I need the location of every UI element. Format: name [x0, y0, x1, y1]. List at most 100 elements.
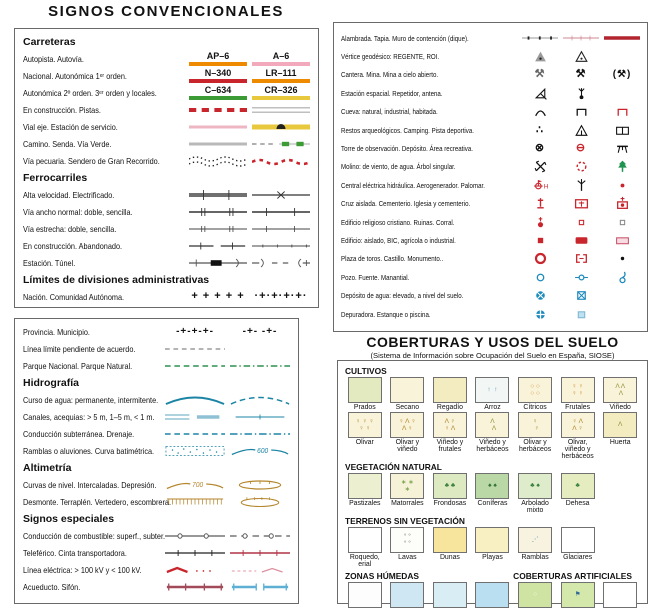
legend-row-symbols: -+-+-+- -+- -+-	[165, 326, 290, 337]
landcover-swatch: ♣	[560, 473, 595, 499]
legend-row-label: Canales, acequias: > 5 m, 1–5 m, < 1 m.	[23, 411, 155, 422]
legend-row-symbols	[165, 411, 290, 423]
motorway-a6: A–6	[252, 51, 310, 66]
landcover-swatch	[347, 527, 382, 553]
legend-row-symbols: H	[522, 178, 640, 193]
section-heading: Hidrografía	[23, 377, 80, 389]
retaining-wall-line	[604, 32, 640, 44]
landcover-row: Prados Secano Regadío ↑ ↑ Arroz ○ ○ ○ ○ Cítric…	[345, 377, 640, 411]
legend-row: Central eléctrica hidráulica. Aerogenera…	[341, 176, 640, 194]
page-title: SIGNOS CONVENCIONALES	[48, 3, 284, 20]
landcover-label: Secano	[395, 404, 420, 411]
service-station-line	[252, 121, 310, 133]
landcover-item: Zonas pantanosas	[345, 582, 385, 608]
legend-row-label: Curvas de nivel. Intercaladas. Depresión…	[23, 479, 157, 490]
drainage-line	[230, 428, 290, 440]
landcover-label: Dehesa	[565, 500, 590, 507]
legend-row: Ramblas o aluviones. Curva batimétrica. 6…	[23, 442, 290, 459]
landcover-item: ♀ ♀ ♀ ♀ Frutales	[558, 377, 598, 411]
legend-row-label: Vial eje. Estación de servicio.	[23, 121, 118, 132]
legend-row-symbols	[189, 240, 310, 252]
legend-row-label: Camino. Senda. Vía Verde.	[23, 138, 112, 149]
swatch-mark-icon: ↑ ↑	[487, 386, 498, 394]
mine-icon: ⚒	[575, 68, 587, 81]
standard-gauge-single-line	[252, 206, 310, 218]
industrial-building-icon	[604, 233, 640, 248]
corral-icon	[604, 215, 640, 230]
legend-row-label: En construcción. Pistas.	[23, 104, 101, 115]
landcover-swatch	[390, 582, 425, 608]
axis-road-line	[189, 121, 247, 133]
empty-cell	[230, 343, 290, 355]
legend-row-label: Vía pecuaria. Sendero de Gran Recorrido.	[23, 155, 160, 166]
regional-c634: C–634	[189, 85, 247, 100]
landcover-swatch	[347, 582, 382, 608]
power-line-high-symbol	[165, 564, 225, 576]
section-heading: Límites de divisiones administrativas	[23, 274, 210, 286]
legend-row: Edificio: aislado, BIC, agrícola o indus…	[341, 231, 640, 249]
swatch-mark-icon: ○	[533, 591, 538, 599]
landcover-swatch: ° ° ° °	[390, 527, 425, 553]
landcover-title: COBERTURAS Y USOS DEL SUELO	[366, 334, 619, 350]
region-boundary-symbol: ·+·+·+·+·	[254, 290, 308, 302]
landcover-label: Playas	[482, 554, 503, 561]
tank-icon: ⊖	[575, 142, 587, 155]
legend-row-symbols	[189, 138, 310, 150]
legend-row-label: Línea eléctrica: > 100 kV y < 100 kV.	[23, 564, 142, 575]
legend-row-symbols	[522, 159, 640, 174]
legend-row-symbols: ∴	[522, 123, 640, 138]
svg-text:700: 700	[192, 481, 203, 488]
landcover-item: Láminas de agua	[473, 582, 513, 608]
rail-abandoned-line	[252, 240, 310, 252]
landcover-label: Cítricos	[523, 404, 547, 411]
legend-row-label: Cantera. Mina. Mina a cielo abierto.	[341, 70, 439, 80]
legend-row: Teleférico. Cinta transportadora.	[23, 544, 290, 561]
empty-cell	[600, 473, 640, 514]
road-construction-line	[189, 104, 247, 116]
legend-row-label: Nación. Comunidad Autónoma.	[23, 291, 125, 302]
section-heading: COBERTURAS ARTIFICIALES	[513, 571, 632, 581]
swatch-mark-icon: ♀ ♀	[532, 417, 540, 433]
legend-row-symbols	[165, 496, 290, 508]
swatch-mark-icon: ° ° ° °	[403, 532, 411, 548]
landcover-item: Glaciares	[558, 527, 598, 568]
landcover-swatch	[475, 582, 510, 608]
church-cemetery-icon	[604, 196, 640, 211]
christian-building-icon	[522, 215, 558, 230]
landcover-swatch: ⚑	[560, 582, 595, 608]
sports-field-icon	[604, 123, 640, 138]
track-line	[252, 104, 310, 116]
picnic-area-icon	[604, 141, 640, 156]
geodetic-vertex-regente-icon	[522, 49, 558, 64]
legend-row-label: Plaza de toros. Castillo. Monumento..	[341, 254, 444, 264]
landcover-swatch	[603, 582, 638, 608]
landcover-swatch: ♀ Λ ♀ Λ ♀	[390, 412, 425, 438]
wash-alluvium-symbol	[165, 445, 225, 457]
legend-row: Alta velocidad. Electrificado.	[23, 186, 310, 203]
landcover-swatch	[560, 527, 595, 553]
fuel-pipeline-surface-line	[165, 530, 225, 542]
legend-row-symbols: 600	[165, 445, 290, 457]
legend-row: Conducción de combustible: superf., subt…	[23, 527, 290, 544]
legend-row-symbols	[165, 394, 290, 406]
legend-row: Nación. Comunidad Autónoma. + + + + + ·+·+…	[23, 288, 310, 305]
landcover-label: Arbolado mixto	[521, 500, 549, 514]
space-station-icon	[522, 86, 558, 101]
legend-row: Edificio religioso cristiano. Ruinas. Co…	[341, 213, 640, 231]
legend-row: Pozo. Fuente. Manantial.	[341, 268, 640, 286]
legend-row-symbols	[522, 233, 640, 248]
landcover-label: Frondosas	[433, 500, 467, 507]
nation-boundary-symbol: + + + + +	[191, 290, 245, 302]
legend-row-symbols	[522, 49, 640, 64]
landcover-section-headings: ZONAS HÚMEDAS COBERTURAS ARTIFICIALES	[345, 569, 640, 582]
motorway-ap6: AP–6	[189, 51, 247, 66]
legend-row-symbols	[165, 428, 290, 440]
water-tank-ground-icon	[563, 288, 599, 303]
landcover-label: Viñedo y herbáceos	[476, 439, 509, 453]
landcover-item: ♣ Dehesa	[558, 473, 598, 514]
legend-row-label: Vértice geodésico: REGENTE, ROI.	[341, 52, 440, 62]
swatch-mark-icon: ♀ Λ ♀ Λ ♀	[398, 417, 416, 433]
landcover-item: ♀ ♀ ♀ ♀ ♀ Olivar	[345, 412, 385, 460]
legend-row: Restos arqueológicos. Camping. Pista dep…	[341, 121, 640, 139]
landcover-label: Matorrales	[391, 500, 424, 507]
